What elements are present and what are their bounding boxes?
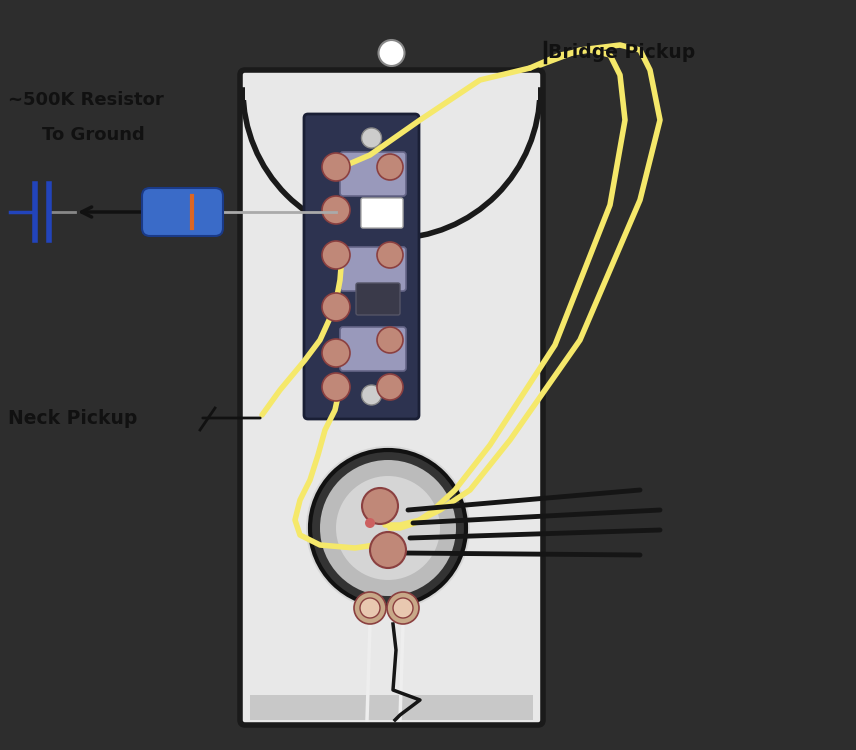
Circle shape — [322, 153, 350, 181]
Circle shape — [322, 293, 350, 321]
Circle shape — [361, 128, 382, 148]
Bar — [250, 695, 533, 720]
Circle shape — [362, 488, 398, 524]
FancyBboxPatch shape — [304, 114, 419, 419]
Circle shape — [354, 592, 386, 624]
Text: ~500K Resistor: ~500K Resistor — [8, 91, 163, 109]
Circle shape — [365, 518, 375, 528]
Circle shape — [310, 450, 466, 606]
Circle shape — [377, 154, 403, 180]
Text: To Ground: To Ground — [42, 126, 145, 144]
Circle shape — [322, 339, 350, 367]
Circle shape — [387, 592, 419, 624]
FancyBboxPatch shape — [340, 152, 406, 196]
Circle shape — [393, 598, 413, 618]
Circle shape — [322, 241, 350, 269]
FancyBboxPatch shape — [361, 198, 403, 228]
FancyBboxPatch shape — [340, 327, 406, 371]
FancyBboxPatch shape — [240, 70, 543, 725]
Circle shape — [360, 598, 380, 618]
Circle shape — [336, 476, 440, 580]
Circle shape — [370, 532, 406, 568]
Circle shape — [377, 327, 403, 353]
Circle shape — [378, 40, 405, 66]
FancyBboxPatch shape — [340, 247, 406, 291]
Bar — [245, 80, 538, 100]
FancyBboxPatch shape — [356, 283, 400, 315]
Circle shape — [377, 242, 403, 268]
Wedge shape — [243, 90, 540, 238]
FancyBboxPatch shape — [142, 188, 223, 236]
Text: Neck Pickup: Neck Pickup — [8, 409, 137, 428]
Circle shape — [377, 374, 403, 400]
Circle shape — [361, 385, 382, 405]
Text: Bridge Pickup: Bridge Pickup — [548, 43, 695, 62]
Circle shape — [320, 460, 456, 596]
Circle shape — [306, 446, 470, 610]
Circle shape — [322, 196, 350, 224]
Circle shape — [322, 373, 350, 401]
